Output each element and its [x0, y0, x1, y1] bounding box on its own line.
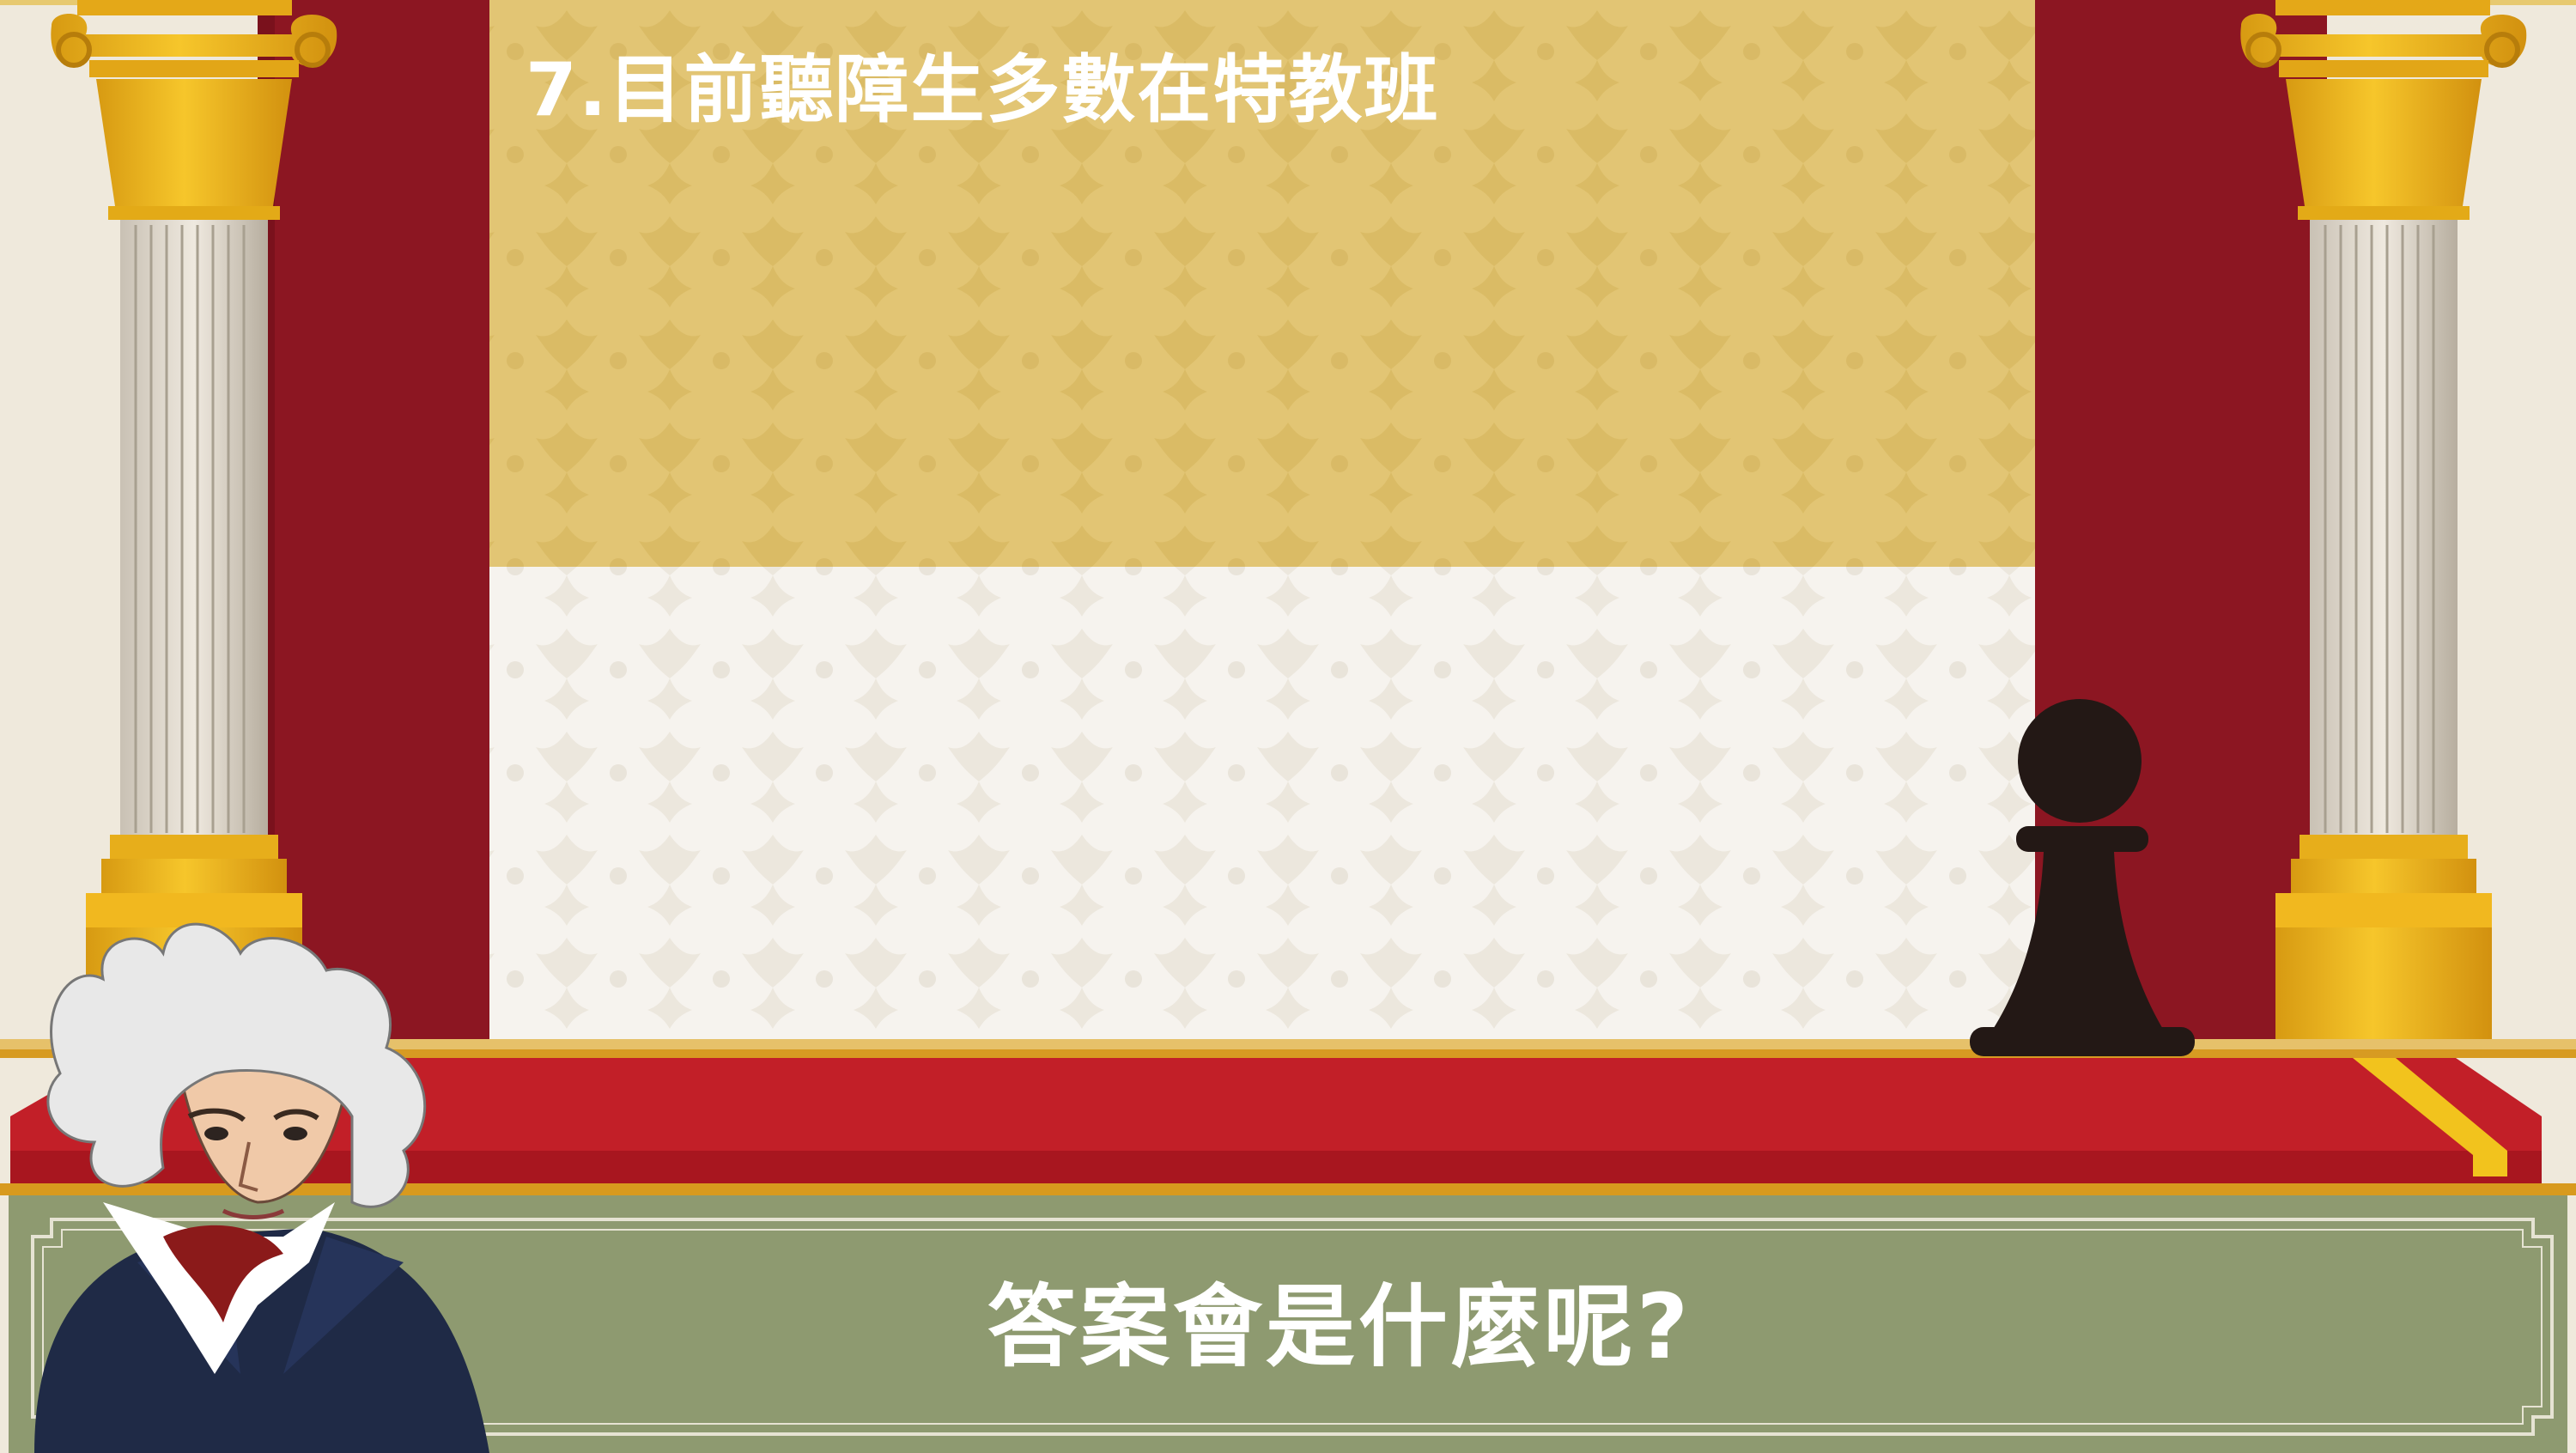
white-wallpaper [489, 567, 2035, 1048]
right-column [2240, 0, 2527, 1048]
black-pawn-icon[interactable] [1970, 699, 2195, 1056]
dialog-prompt: 答案會是什麼呢? [987, 1274, 1692, 1379]
question-text: 7.目前聽障生多數在特教班 [526, 47, 1440, 133]
beethoven-portrait [34, 922, 489, 1453]
left-column [51, 0, 337, 1048]
gold-wallpaper [489, 0, 2035, 567]
left-curtain [258, 0, 489, 1048]
